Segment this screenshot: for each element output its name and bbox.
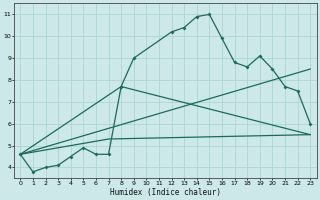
X-axis label: Humidex (Indice chaleur): Humidex (Indice chaleur) <box>110 188 221 197</box>
